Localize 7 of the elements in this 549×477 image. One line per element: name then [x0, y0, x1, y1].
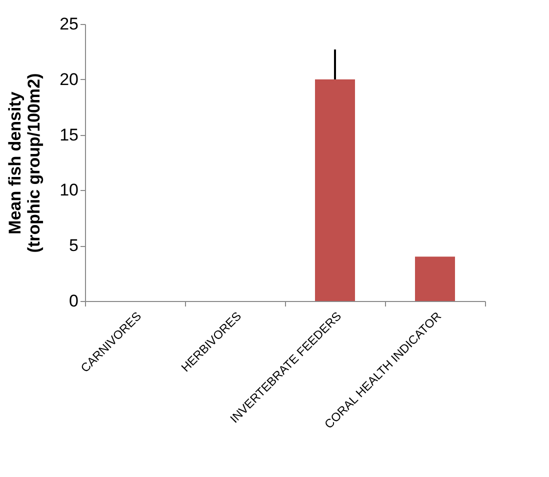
y-tick-label: 25	[60, 14, 78, 34]
y-tick-label: 5	[69, 236, 78, 256]
y-tick-label: 0	[69, 292, 78, 310]
y-tick-label: 10	[60, 180, 78, 200]
y-tick-label: 15	[60, 125, 78, 144]
y-axis-title: Mean fish density (trophic group/100m2)	[6, 73, 44, 253]
y-tick-label: 20	[60, 70, 78, 89]
